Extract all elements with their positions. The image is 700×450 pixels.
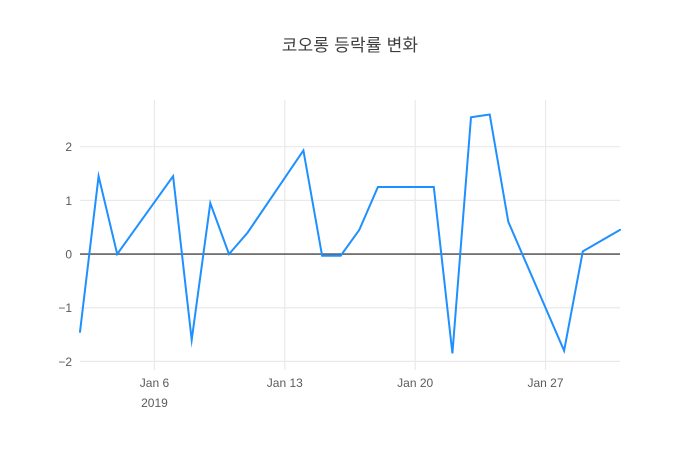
y-tick-label: 1 xyxy=(65,194,72,208)
x-tick-label: Jan 6 xyxy=(140,376,170,390)
series-line[interactable] xyxy=(79,113,621,355)
x-tick-label: Jan 20 xyxy=(397,376,433,390)
x-tick-label: Jan 27 xyxy=(528,376,564,390)
x-tick-label: Jan 13 xyxy=(267,376,303,390)
y-tick-label: −2 xyxy=(58,355,72,369)
x-tick-year-label: 2019 xyxy=(141,396,168,410)
y-tick-label: −1 xyxy=(58,301,72,315)
chart-title: 코오롱 등락률 변화 xyxy=(281,36,419,55)
y-tick-label: 0 xyxy=(65,248,72,262)
y-tick-label: 2 xyxy=(65,140,72,154)
